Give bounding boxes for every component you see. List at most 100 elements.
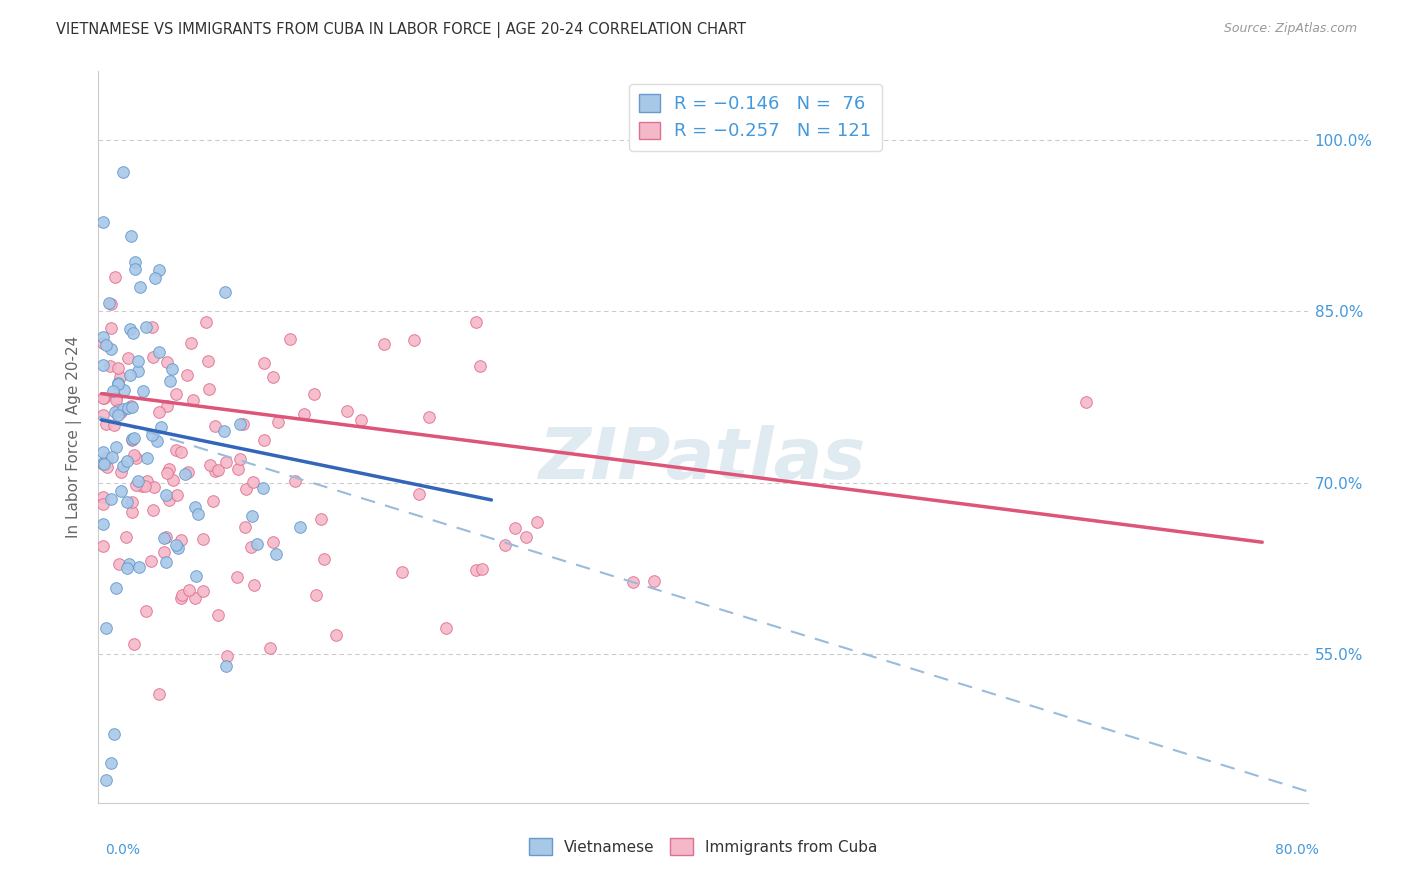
Point [120, 229, 142, 244]
Point [112, 383, 135, 397]
Point [94, 772, 117, 787]
Point [165, 538, 187, 552]
Point [235, 483, 257, 497]
Point [212, 424, 235, 438]
Point [101, 450, 124, 464]
Point [120, 399, 142, 413]
Point [225, 570, 247, 584]
Point [391, 565, 413, 579]
Point [165, 442, 187, 457]
Point [115, 495, 138, 509]
Point [125, 478, 148, 492]
Point [142, 503, 165, 517]
Point [112, 164, 135, 178]
Point [98, 359, 121, 373]
Point [198, 458, 221, 472]
Point [91, 456, 114, 470]
Point [526, 515, 548, 529]
Point [120, 368, 142, 382]
Point [408, 487, 430, 501]
Point [155, 555, 177, 569]
Point [121, 400, 143, 414]
Point [96, 460, 118, 475]
Point [101, 384, 124, 399]
Point [115, 454, 138, 468]
Point [105, 440, 128, 454]
Point [127, 474, 149, 488]
Point [155, 488, 177, 502]
Point [312, 552, 335, 566]
Point [100, 342, 122, 356]
Point [156, 355, 179, 369]
Point [201, 494, 224, 508]
Point [465, 563, 488, 577]
Point [259, 641, 281, 656]
Point [110, 483, 132, 498]
Point [100, 297, 122, 311]
Point [204, 419, 226, 434]
Point [107, 402, 129, 417]
Point [242, 475, 264, 490]
Point [148, 688, 170, 702]
Point [100, 321, 122, 335]
Point [94, 621, 117, 635]
Point [191, 532, 214, 546]
Point [124, 262, 146, 277]
Point [105, 391, 128, 405]
Point [100, 491, 122, 506]
Point [240, 509, 263, 524]
Point [350, 412, 373, 426]
Point [91, 491, 114, 505]
Point [278, 332, 301, 346]
Point [91, 444, 114, 458]
Point [418, 410, 440, 425]
Point [162, 473, 184, 487]
Point [180, 335, 202, 350]
Point [197, 382, 219, 396]
Point [215, 455, 238, 469]
Point [176, 465, 198, 479]
Point [115, 530, 138, 544]
Point [141, 554, 163, 568]
Point [132, 384, 155, 398]
Point [264, 547, 287, 561]
Point [434, 621, 457, 635]
Legend: Vietnamese, Immigrants from Cuba: Vietnamese, Immigrants from Cuba [523, 832, 883, 861]
Point [173, 467, 195, 482]
Point [229, 417, 252, 431]
Point [292, 407, 315, 421]
Point [97, 295, 120, 310]
Point [110, 405, 132, 419]
Point [167, 541, 190, 556]
Point [108, 370, 131, 384]
Point [1074, 394, 1097, 409]
Text: ZIPatlas: ZIPatlas [540, 425, 866, 493]
Point [93, 457, 115, 471]
Point [181, 393, 204, 408]
Point [156, 466, 179, 480]
Point [124, 255, 146, 269]
Point [160, 362, 183, 376]
Point [91, 408, 114, 422]
Point [121, 495, 143, 509]
Point [402, 333, 425, 347]
Point [103, 727, 125, 741]
Point [136, 451, 159, 466]
Point [104, 405, 127, 419]
Text: 80.0%: 80.0% [1275, 843, 1319, 857]
Point [96, 450, 118, 465]
Point [309, 511, 332, 525]
Point [252, 481, 274, 495]
Point [304, 387, 326, 401]
Point [131, 479, 153, 493]
Point [240, 540, 263, 554]
Point [187, 507, 209, 521]
Point [91, 517, 114, 532]
Text: Source: ZipAtlas.com: Source: ZipAtlas.com [1223, 22, 1357, 36]
Point [197, 353, 219, 368]
Point [183, 500, 205, 515]
Point [142, 350, 165, 364]
Point [104, 393, 127, 408]
Point [141, 320, 163, 334]
Point [93, 391, 115, 405]
